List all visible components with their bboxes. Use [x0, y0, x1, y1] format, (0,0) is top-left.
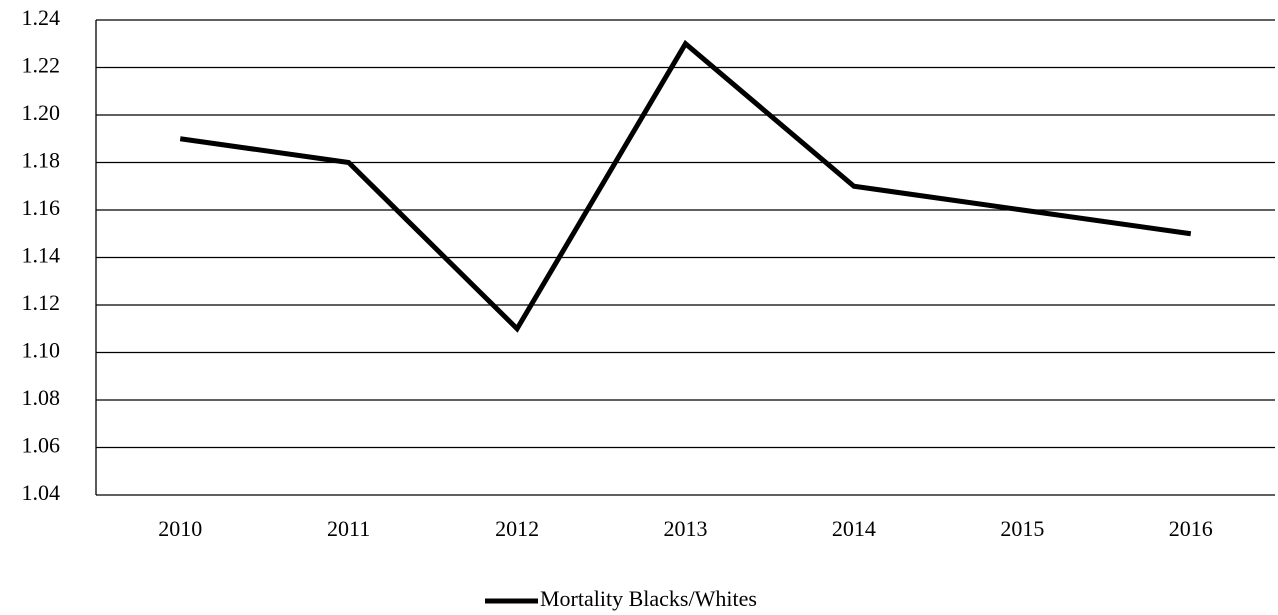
x-tick-label: 2011 [327, 516, 370, 541]
y-tick-label: 1.04 [22, 480, 61, 505]
legend-label: Mortality Blacks/Whites [540, 586, 757, 611]
y-tick-label: 1.12 [22, 290, 61, 315]
y-tick-label: 1.10 [22, 338, 61, 363]
x-tick-label: 2012 [495, 516, 539, 541]
y-tick-label: 1.18 [22, 148, 61, 173]
x-tick-label: 2016 [1169, 516, 1213, 541]
x-tick-label: 2013 [664, 516, 708, 541]
y-tick-label: 1.22 [22, 53, 61, 78]
x-tick-label: 2015 [1000, 516, 1044, 541]
x-tick-label: 2014 [832, 516, 876, 541]
y-tick-label: 1.24 [22, 5, 61, 30]
y-tick-label: 1.08 [22, 385, 61, 410]
data-line [179, 39, 1192, 333]
y-tick-label: 1.14 [22, 243, 61, 268]
x-tick-label: 2010 [158, 516, 202, 541]
y-tick-label: 1.06 [22, 433, 61, 458]
y-tick-label: 1.20 [22, 100, 61, 125]
y-tick-label: 1.16 [22, 195, 61, 220]
